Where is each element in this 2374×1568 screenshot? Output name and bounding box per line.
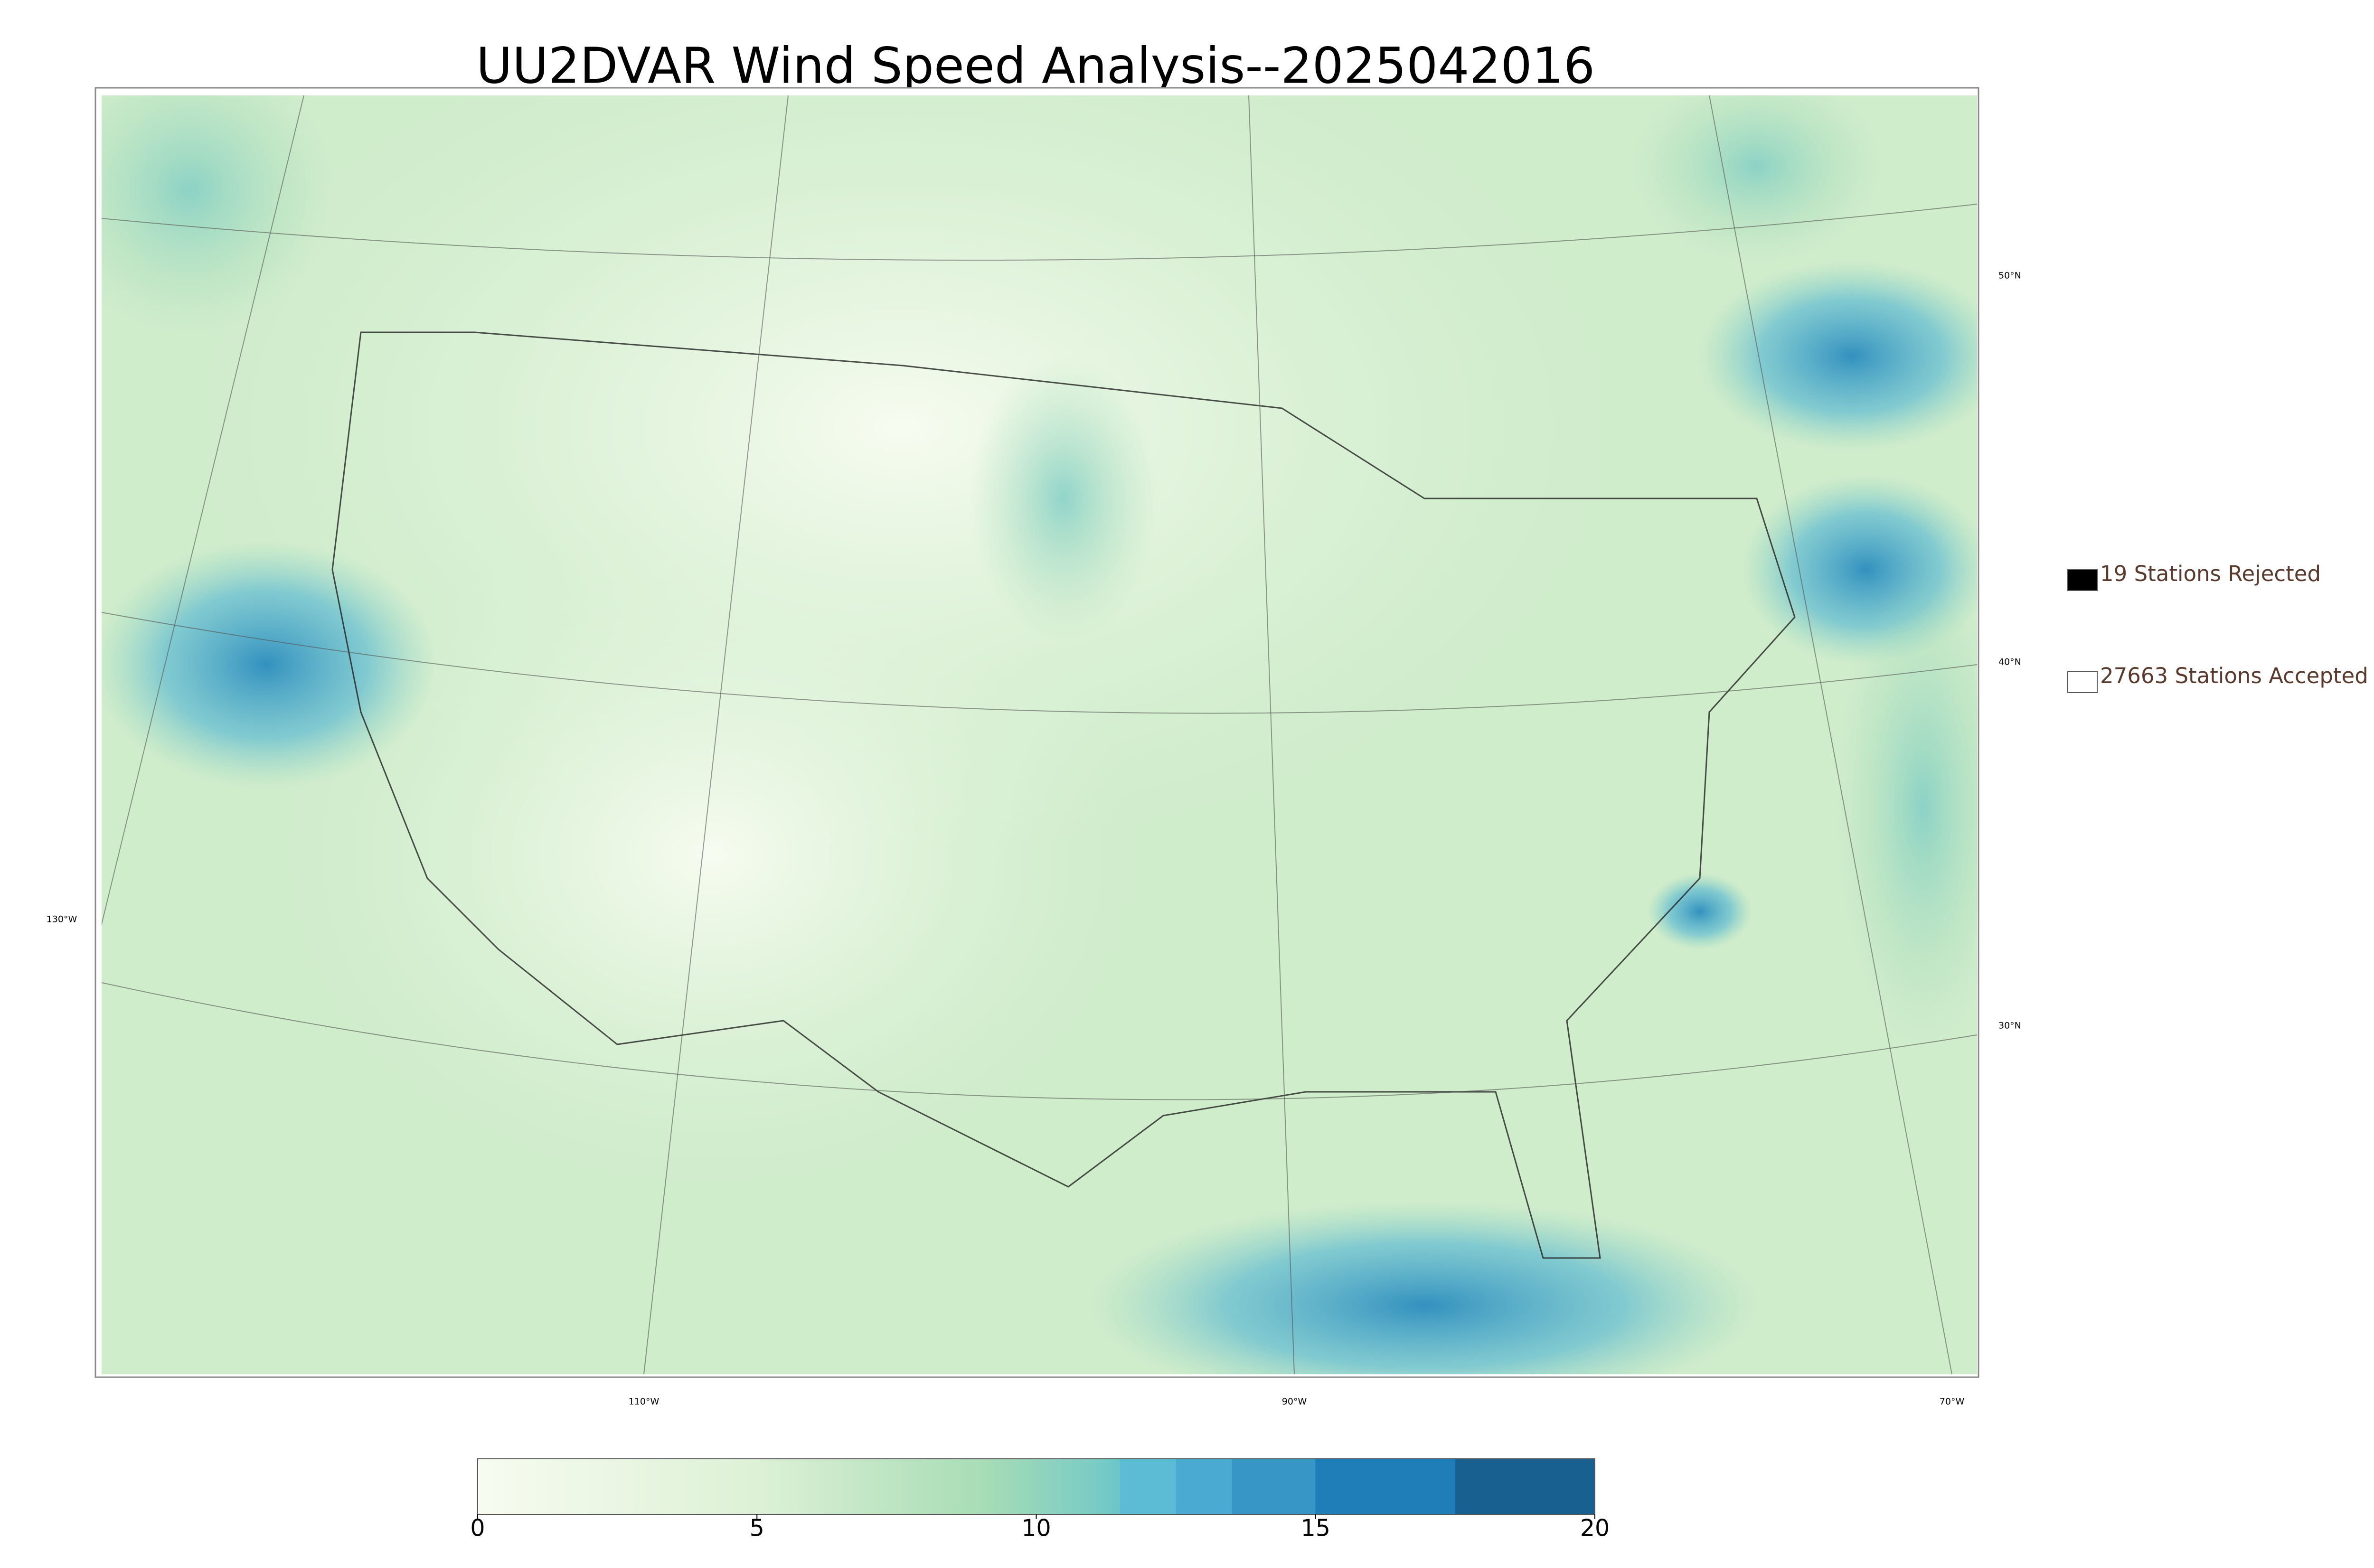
graticule <box>1248 95 1295 1374</box>
lon-label: 90°W <box>1282 1397 1307 1407</box>
colorbar-tick-label: 20 <box>1580 1515 1610 1542</box>
lon-label: 70°W <box>1940 1397 1965 1407</box>
graticule <box>643 95 789 1374</box>
graticule <box>102 204 1977 261</box>
legend-label: 27663 Stations Accepted <box>2100 663 2368 688</box>
graticule <box>102 95 304 926</box>
graticule <box>102 982 1977 1100</box>
wind-field <box>102 95 332 332</box>
wind-field <box>1648 873 1752 949</box>
colorbar-tick-label: 10 <box>1021 1515 1051 1542</box>
colorbar <box>477 1458 1595 1515</box>
lat-label: 40°N <box>1998 657 2021 667</box>
map <box>102 95 1977 1374</box>
graticule <box>1709 95 1952 1374</box>
wind-field <box>1700 261 1977 451</box>
legend-label: 19 Stations Rejected <box>2100 561 2321 586</box>
lat-label: 30°N <box>1998 1021 2021 1031</box>
legend: 19 Stations Rejected 27663 Stations Accep… <box>2067 561 2368 693</box>
graticule <box>102 612 1977 714</box>
colorbar-ticks: 0 5 10 15 20 <box>470 1514 1610 1542</box>
lat-label: 50°N <box>1998 271 2021 281</box>
title: UU2DVAR Wind Speed Analysis--2025042016 <box>476 37 1595 94</box>
legend-swatch <box>2067 569 2098 591</box>
wind-field <box>1633 95 1880 261</box>
wind-field <box>969 356 1159 641</box>
wind-field <box>102 541 437 788</box>
lon-label: 130°W <box>47 914 77 925</box>
colorbar-tick-label: 15 <box>1301 1515 1330 1542</box>
station-cloud <box>331 331 1796 1259</box>
wind-field <box>285 522 1140 1187</box>
wind-field <box>1837 570 1977 1044</box>
lon-label: 110°W <box>629 1397 659 1407</box>
colorbar-tick-label: 0 <box>470 1515 485 1542</box>
colorbar-tick-label: 5 <box>750 1515 764 1542</box>
legend-swatch <box>2067 671 2098 693</box>
wind-field <box>1092 1201 1757 1374</box>
